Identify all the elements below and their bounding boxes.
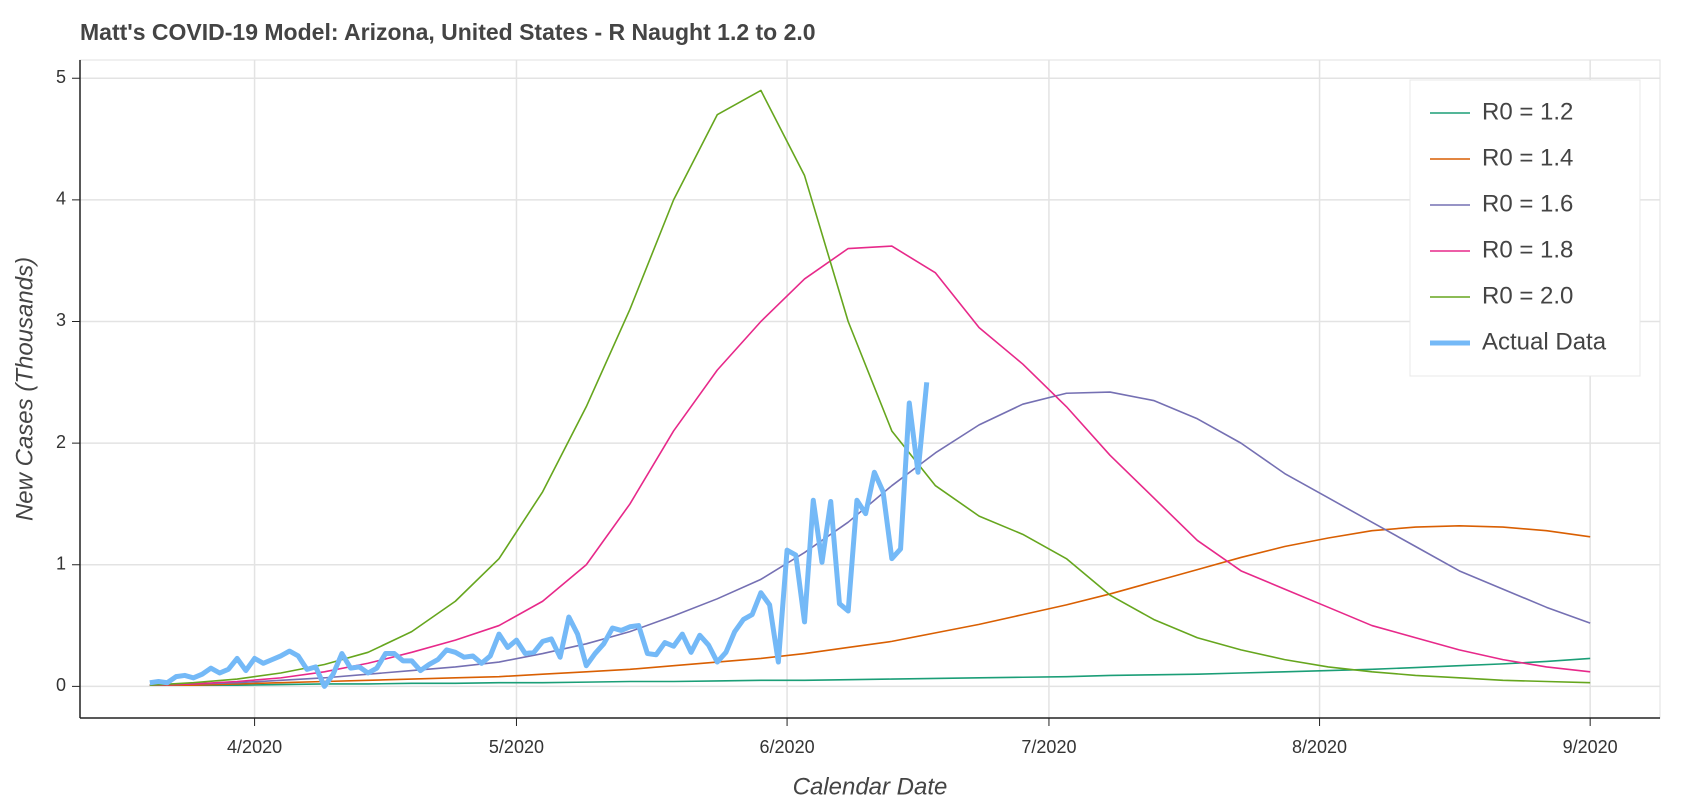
y-tick-label: 3 [56,310,66,330]
legend-label: R0 = 1.4 [1482,144,1573,171]
y-tick-label: 2 [56,432,66,452]
legend-label: R0 = 1.2 [1482,98,1573,125]
x-axis-label: Calendar Date [793,773,948,800]
x-tick-label: 7/2020 [1021,737,1076,757]
series-line [149,382,930,689]
x-tick-label: 4/2020 [227,737,282,757]
y-tick-label: 4 [56,189,66,209]
series-line [149,245,1591,686]
series-line [149,89,1591,686]
x-tick-label: 9/2020 [1563,737,1618,757]
x-tick-label: 5/2020 [489,737,544,757]
legend-label: R0 = 1.8 [1482,236,1573,263]
legend-label: R0 = 2.0 [1482,282,1573,309]
y-tick-label: 0 [56,675,66,695]
y-tick-label: 5 [56,67,66,87]
x-tick-label: 8/2020 [1292,737,1347,757]
y-tick-label: 1 [56,554,66,574]
chart-title: Matt's COVID-19 Model: Arizona, United S… [80,19,816,45]
y-axis-label: New Cases (Thousands) [11,257,38,521]
legend-label: Actual Data [1482,328,1607,355]
legend-label: R0 = 1.6 [1482,190,1573,217]
series-line [149,525,1591,686]
plot-area [149,89,1591,689]
x-tick-label: 6/2020 [760,737,815,757]
series-line [149,391,1591,686]
legend-box [1409,79,1641,377]
